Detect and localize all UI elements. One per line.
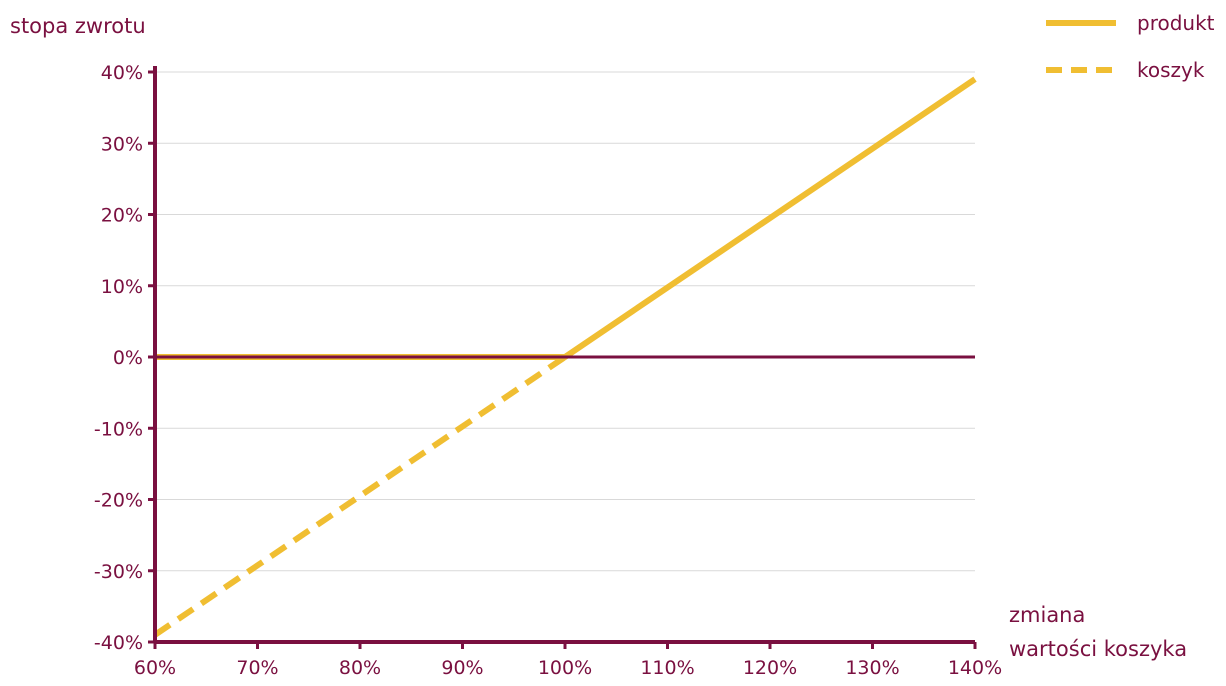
grid-lines (155, 71, 975, 643)
y-tick-labels: 40% 30% 20% 10% 0% -10% -20% -30% -40% (94, 62, 143, 654)
legend-label-koszyk: koszyk (1137, 58, 1205, 82)
x-tick-label: 80% (339, 657, 381, 679)
y-tick-label: 40% (101, 62, 143, 84)
y-tick-label: -40% (94, 632, 143, 654)
x-axis-title-line-2: wartości koszyka (1009, 637, 1187, 661)
y-axis-title: stopa zwrotu (10, 14, 146, 38)
x-tick-label: 90% (441, 657, 483, 679)
x-tick-label: 120% (743, 657, 797, 679)
x-tick-label: 70% (236, 657, 278, 679)
axes (148, 66, 977, 649)
legend-label-produkt: produkt (1137, 11, 1215, 35)
y-tick-label: -20% (94, 490, 143, 512)
legend: produkt koszyk (1046, 11, 1215, 82)
x-tick-label: 100% (538, 657, 592, 679)
x-tick-label: 110% (640, 657, 694, 679)
y-tick-label: -30% (94, 561, 143, 583)
x-tick-label: 130% (845, 657, 899, 679)
x-tick-labels: 60% 70% 80% 90% 100% 110% 120% 130% 140% (134, 657, 1002, 679)
y-tick-label: 20% (101, 205, 143, 227)
series-line-koszyk (153, 354, 567, 638)
x-axis-title-line-1: zmiana (1009, 603, 1085, 627)
y-tick-label: 10% (101, 276, 143, 298)
y-tick-label: 0% (113, 347, 143, 369)
y-tick-label: 30% (101, 133, 143, 155)
x-tick-label: 140% (948, 657, 1002, 679)
y-tick-label: -10% (94, 418, 143, 440)
x-tick-label: 60% (134, 657, 176, 679)
series-line-produkt (155, 76, 977, 360)
